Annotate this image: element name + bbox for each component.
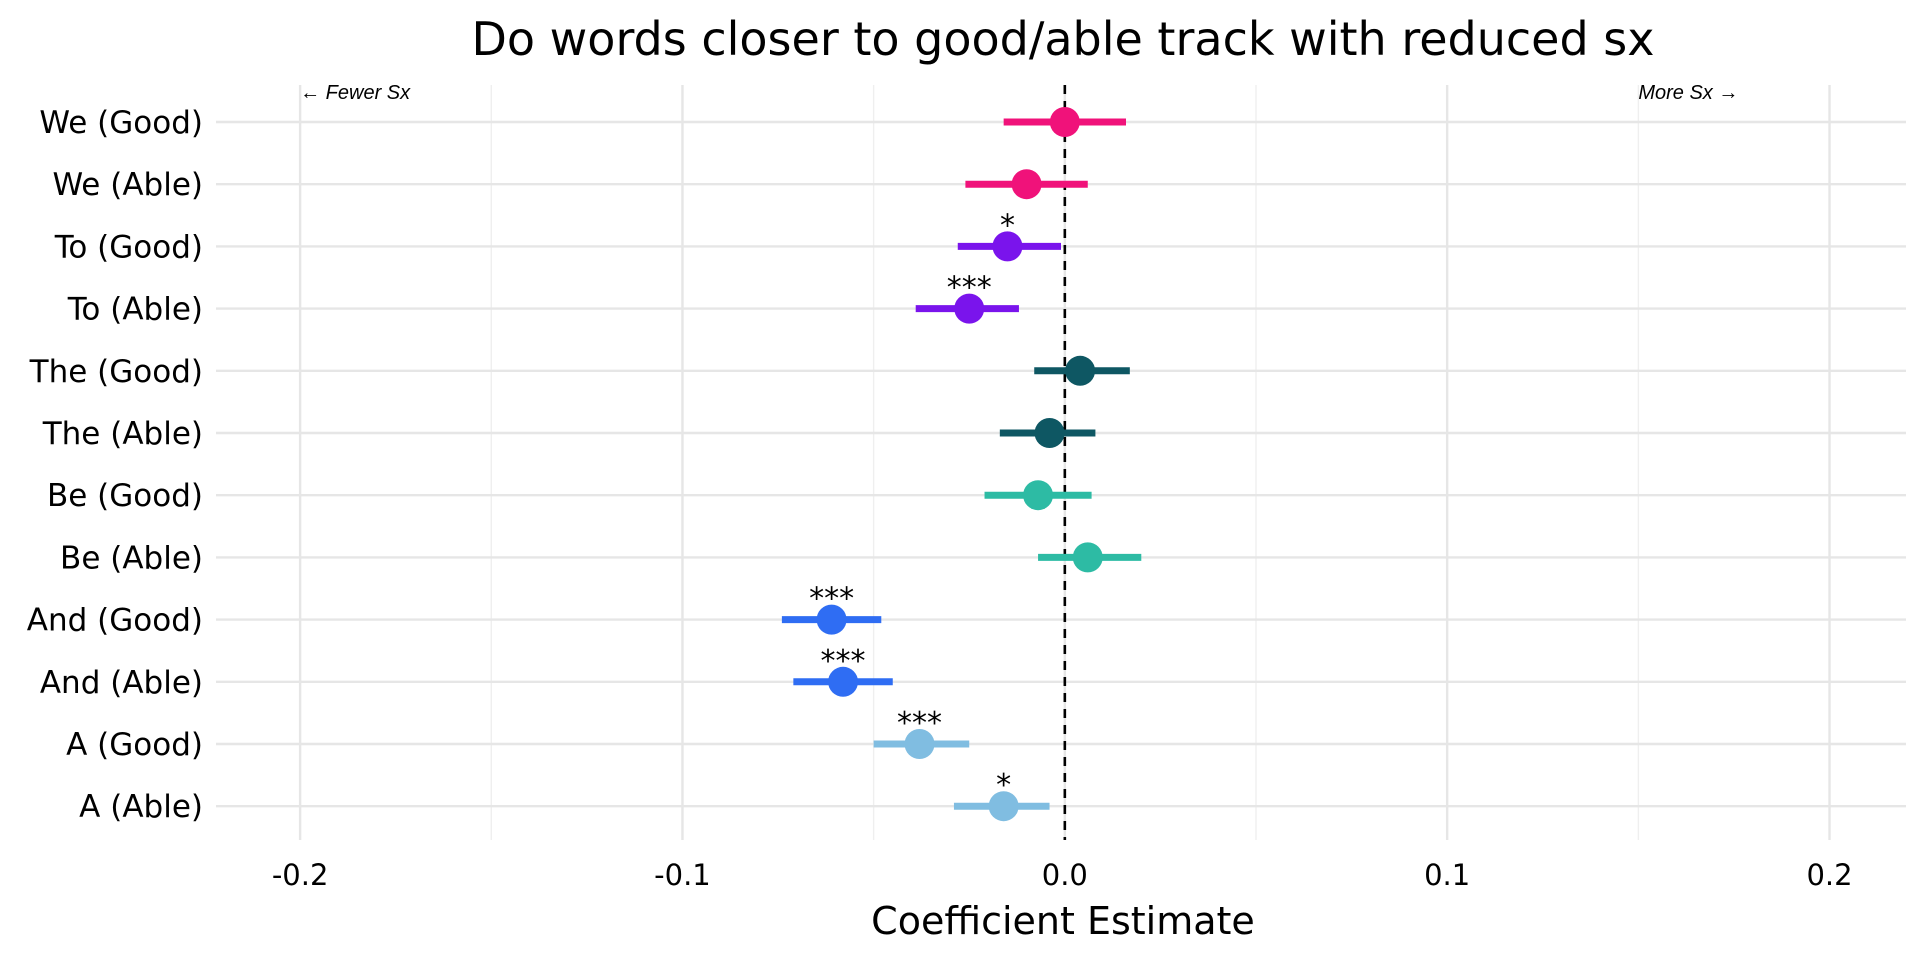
data-marks: ************** — [781, 107, 1142, 822]
row-label: The (Good) — [29, 354, 203, 390]
row-label: And (Able) — [40, 665, 203, 701]
row-label: Be (Good) — [47, 478, 203, 514]
significance-label: *** — [821, 644, 866, 679]
significance-label: * — [996, 768, 1011, 803]
significance-label: *** — [947, 271, 992, 306]
row-label: A (Good) — [66, 727, 203, 763]
x-tick-label: 0.2 — [1806, 858, 1852, 892]
significance-label: * — [1000, 208, 1015, 243]
estimate-point — [954, 293, 985, 324]
row-label: To (Able) — [67, 292, 203, 328]
annotation-more-sx: More Sx → — [1638, 82, 1738, 104]
estimate-point — [1072, 542, 1103, 573]
estimate-point — [988, 791, 1019, 822]
row-label: We (Good) — [39, 105, 203, 141]
row-label: We (Able) — [52, 167, 203, 203]
row-label: The (Able) — [42, 416, 203, 452]
x-axis-tick-labels: -0.2 -0.1 0.0 0.1 0.2 — [272, 858, 1853, 892]
row-label: And (Good) — [27, 603, 203, 639]
estimate-point — [1023, 480, 1054, 511]
y-axis-labels: We (Good) We (Able) To (Good) To (Able) The … — [27, 105, 203, 825]
annotation-fewer-sx: ← Fewer Sx — [300, 82, 411, 104]
row-label: To (Good) — [54, 229, 203, 265]
estimate-point — [992, 231, 1023, 262]
row-label: A (Able) — [79, 789, 203, 825]
row-label: Be (Able) — [60, 540, 203, 576]
estimate-point — [816, 604, 847, 635]
significance-label: *** — [809, 582, 854, 617]
significance-label: *** — [897, 706, 942, 741]
grid — [298, 85, 1831, 840]
estimate-point — [828, 666, 859, 697]
estimate-point — [1011, 169, 1042, 200]
x-tick-label: 0.1 — [1424, 858, 1470, 892]
estimate-point — [1049, 107, 1080, 137]
chart-title: Do words closer to good/able track with … — [472, 12, 1655, 66]
x-tick-label: -0.1 — [654, 858, 711, 892]
estimate-point — [1034, 418, 1065, 448]
estimate-point — [904, 729, 935, 759]
x-axis-label: Coefficient Estimate — [871, 899, 1255, 943]
x-tick-label: 0.0 — [1042, 858, 1088, 892]
x-tick-label: -0.2 — [272, 858, 329, 892]
row-gridlines — [216, 120, 1906, 808]
estimate-point — [1065, 355, 1096, 386]
